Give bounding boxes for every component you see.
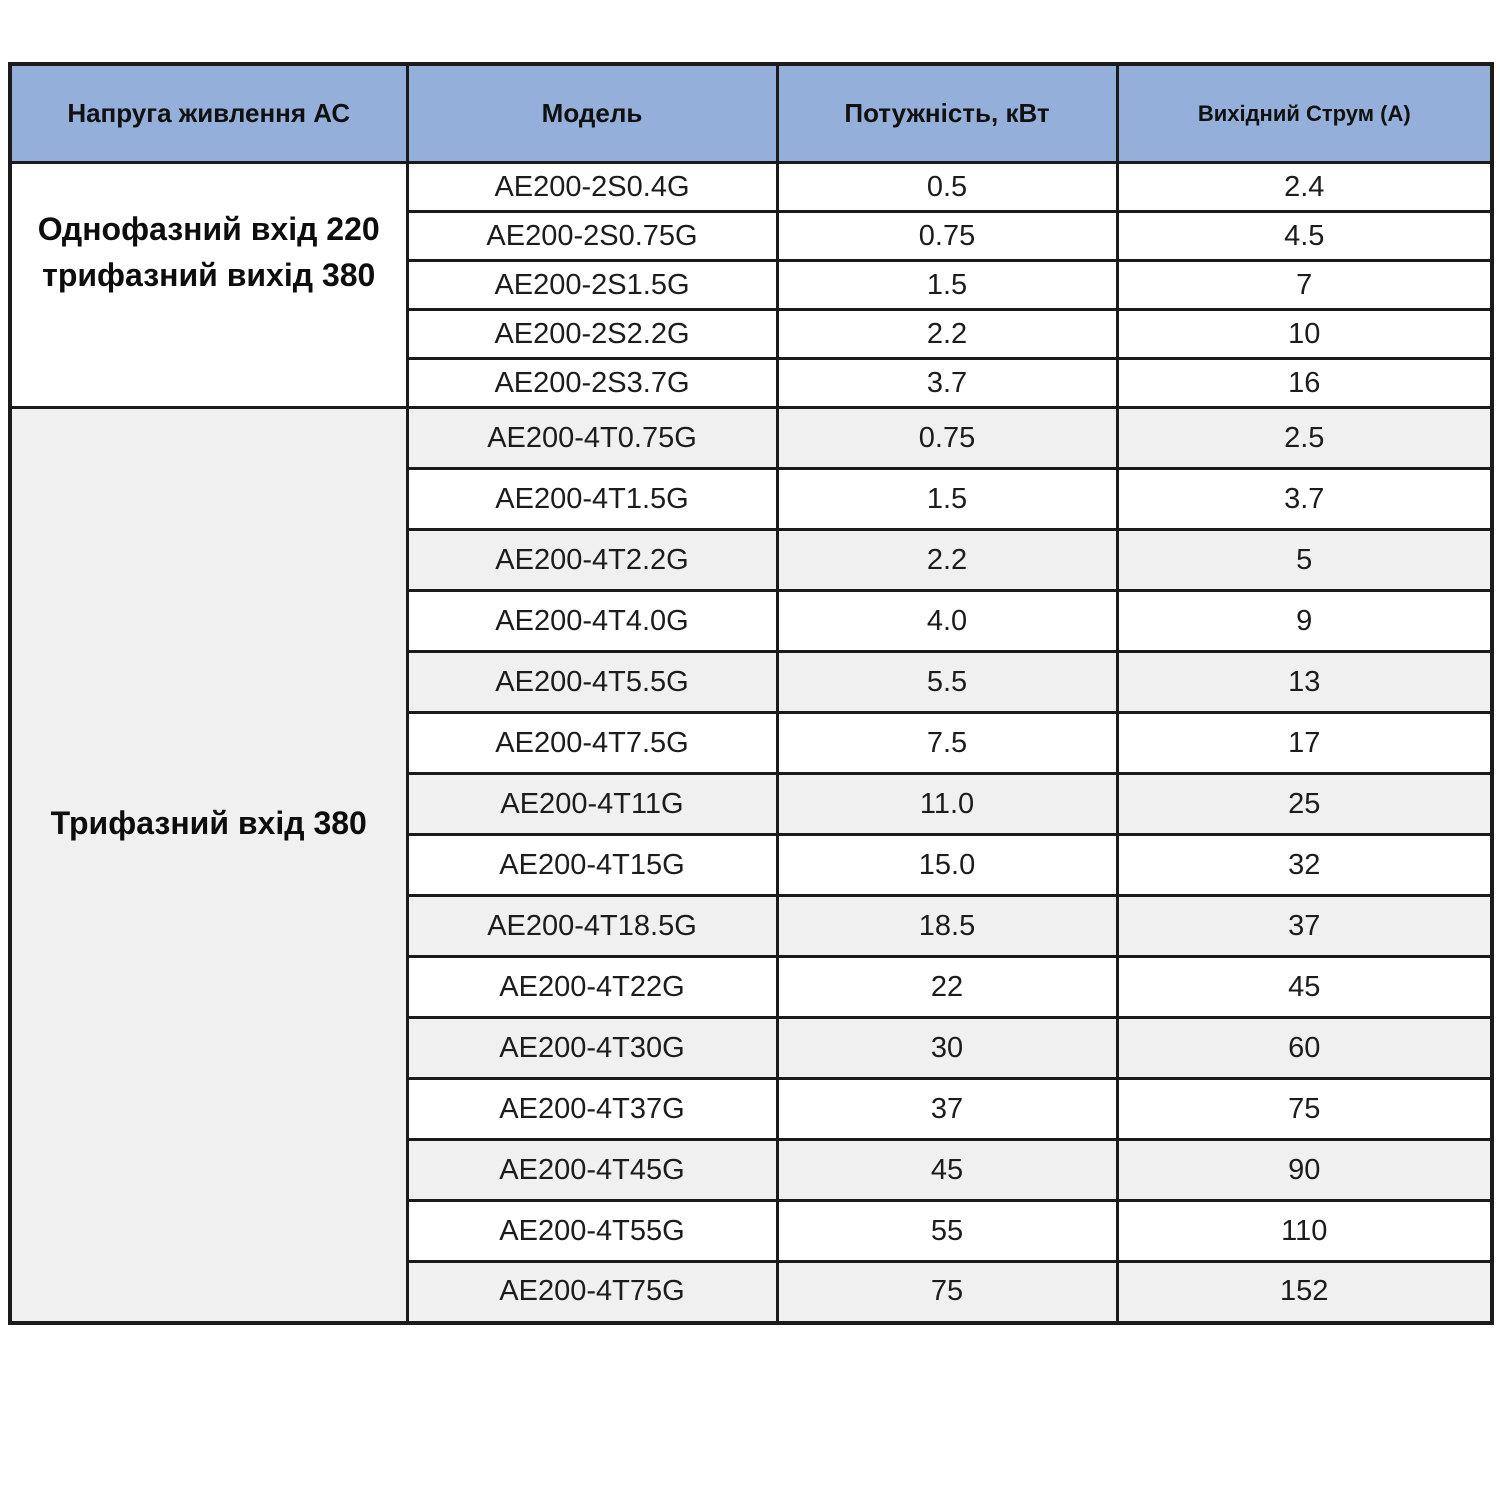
current-cell: 45 <box>1115 955 1494 1019</box>
col-header-model: Модель <box>405 62 779 164</box>
power-cell: 18.5 <box>775 894 1119 958</box>
power-cell: 75 <box>775 1260 1119 1324</box>
current-cell: 110 <box>1115 1199 1494 1263</box>
current-cell: 7 <box>1115 259 1494 311</box>
power-cell: 2.2 <box>775 528 1119 592</box>
col-header-current: Вихідний Струм (А) <box>1115 62 1494 164</box>
table-row: AE200-4T18.5G 18.5 37 <box>10 894 1494 958</box>
table-row: AE200-4T15G 15.0 32 <box>10 833 1494 897</box>
table-row: Трифазний вхід 380 AE200-4T0.75G 0.75 2.… <box>8 406 1494 1324</box>
current-cell: 4.5 <box>1115 210 1494 262</box>
current-cell: 75 <box>1115 1077 1494 1141</box>
power-cell: 22 <box>775 955 1119 1019</box>
table-row: Однофазний вхід 220 трифазний вихід 380 … <box>8 161 1494 409</box>
power-cell: 45 <box>775 1138 1119 1202</box>
table-row: AE200-2S2.2G 2.2 10 <box>10 308 1494 360</box>
power-cell: 1.5 <box>775 259 1119 311</box>
group-label-line: Однофазний вхід 220 <box>37 210 380 247</box>
model-cell: AE200-4T75G <box>405 1260 779 1324</box>
current-cell: 32 <box>1115 833 1494 897</box>
current-cell: 10 <box>1115 308 1494 360</box>
table-row: AE200-4T30G 30 60 <box>10 1016 1494 1080</box>
model-cell: AE200-4T2.2G <box>405 528 779 592</box>
table-row: AE200-4T37G 37 75 <box>10 1077 1494 1141</box>
power-cell: 11.0 <box>775 772 1119 836</box>
table-row: AE200-4T2.2G 2.2 5 <box>10 528 1494 592</box>
group-single-phase: Однофазний вхід 220 трифазний вихід 380 … <box>8 161 1494 409</box>
table-row: AE200-4T4.0G 4.0 9 <box>10 589 1494 653</box>
model-cell: AE200-4T45G <box>405 1138 779 1202</box>
power-cell: 4.0 <box>775 589 1119 653</box>
group-label-line: трифазний вихід 380 <box>42 257 376 293</box>
model-cell: AE200-4T18.5G <box>405 894 779 958</box>
table-header: Напруга живлення АС Модель Потужність, к… <box>8 62 1494 164</box>
table-row: AE200-4T75G 75 152 <box>10 1260 1494 1324</box>
model-cell: AE200-4T5.5G <box>405 650 779 714</box>
col-header-power: Потужність, кВт <box>775 62 1119 164</box>
table-row: AE200-4T7.5G 7.5 17 <box>10 711 1494 775</box>
power-cell: 55 <box>775 1199 1119 1263</box>
current-cell: 2.5 <box>1115 406 1494 470</box>
model-cell: AE200-2S3.7G <box>405 357 779 409</box>
current-cell: 25 <box>1115 772 1494 836</box>
model-cell: AE200-2S0.4G <box>405 161 779 213</box>
group-label-line: Трифазний вхід 380 <box>50 804 367 841</box>
current-cell: 9 <box>1115 589 1494 653</box>
power-cell: 0.75 <box>775 210 1119 262</box>
model-cell: AE200-4T15G <box>405 833 779 897</box>
model-cell: AE200-2S2.2G <box>405 308 779 360</box>
table-row: AE200-4T11G 11.0 25 <box>10 772 1494 836</box>
current-cell: 17 <box>1115 711 1494 775</box>
model-cell: AE200-4T30G <box>405 1016 779 1080</box>
group-three-phase: Трифазний вхід 380 AE200-4T0.75G 0.75 2.… <box>8 406 1494 1324</box>
table-row: AE200-2S1.5G 1.5 7 <box>10 259 1494 311</box>
current-cell: 16 <box>1115 357 1494 409</box>
power-cell: 7.5 <box>775 711 1119 775</box>
table-row: AE200-4T5.5G 5.5 13 <box>10 650 1494 714</box>
model-cell: AE200-2S1.5G <box>405 259 779 311</box>
power-cell: 15.0 <box>775 833 1119 897</box>
table-row: AE200-4T45G 45 90 <box>10 1138 1494 1202</box>
table-row: AE200-2S0.75G 0.75 4.5 <box>10 210 1494 262</box>
model-cell: AE200-4T1.5G <box>405 467 779 531</box>
current-cell: 13 <box>1115 650 1494 714</box>
table-row: AE200-4T22G 22 45 <box>10 955 1494 1019</box>
current-cell: 152 <box>1115 1260 1494 1324</box>
power-cell: 1.5 <box>775 467 1119 531</box>
current-cell: 3.7 <box>1115 467 1494 531</box>
table-row: AE200-2S3.7G 3.7 16 <box>10 357 1494 409</box>
power-cell: 0.5 <box>775 161 1119 213</box>
model-cell: AE200-4T7.5G <box>405 711 779 775</box>
group-label-single-phase: Однофазний вхід 220 трифазний вихід 380 <box>8 161 409 409</box>
power-cell: 2.2 <box>775 308 1119 360</box>
power-cell: 0.75 <box>775 406 1119 470</box>
current-cell: 5 <box>1115 528 1494 592</box>
model-cell: AE200-4T22G <box>405 955 779 1019</box>
current-cell: 60 <box>1115 1016 1494 1080</box>
power-cell: 5.5 <box>775 650 1119 714</box>
current-cell: 37 <box>1115 894 1494 958</box>
power-cell: 37 <box>775 1077 1119 1141</box>
header-row: Напруга живлення АС Модель Потужність, к… <box>8 62 1494 164</box>
model-cell: AE200-4T37G <box>405 1077 779 1141</box>
model-cell: AE200-4T11G <box>405 772 779 836</box>
current-cell: 90 <box>1115 1138 1494 1202</box>
model-cell: AE200-2S0.75G <box>405 210 779 262</box>
current-cell: 2.4 <box>1115 161 1494 213</box>
table-row: AE200-4T55G 55 110 <box>10 1199 1494 1263</box>
col-header-voltage: Напруга живлення АС <box>8 62 409 164</box>
model-cell: AE200-4T4.0G <box>405 589 779 653</box>
power-cell: 3.7 <box>775 357 1119 409</box>
group-label-three-phase: Трифазний вхід 380 <box>8 406 409 1324</box>
table-row: AE200-4T1.5G 1.5 3.7 <box>10 467 1494 531</box>
spec-table: Напруга живлення АС Модель Потужність, к… <box>8 62 1494 1325</box>
power-cell: 30 <box>775 1016 1119 1080</box>
model-cell: AE200-4T0.75G <box>405 406 779 470</box>
model-cell: AE200-4T55G <box>405 1199 779 1263</box>
